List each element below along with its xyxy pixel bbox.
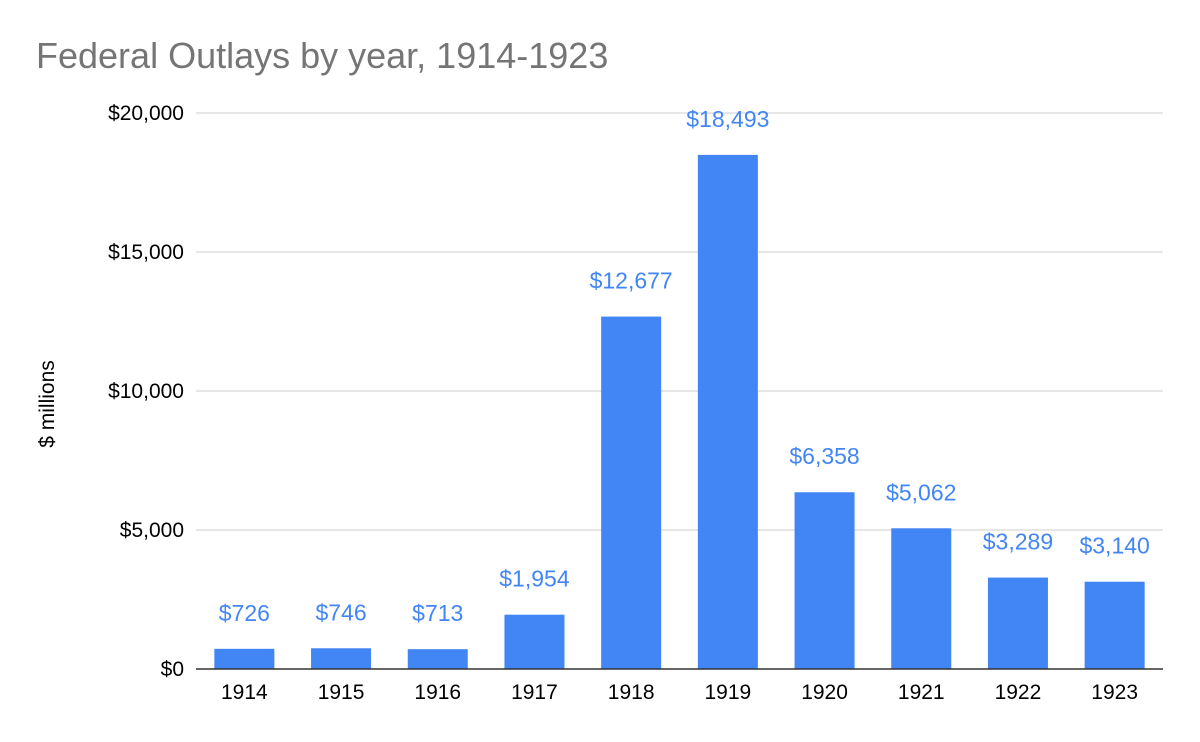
bar bbox=[601, 316, 662, 669]
y-axis-ticks: $0 $5,000 $10,000 $15,000 $20,000 bbox=[108, 102, 184, 681]
chart-title: Federal Outlays by year, 1914-1923 bbox=[36, 35, 608, 76]
y-tick-label: $20,000 bbox=[108, 102, 184, 125]
data-label: $713 bbox=[412, 600, 463, 626]
data-label: $3,289 bbox=[983, 529, 1053, 555]
y-tick-label: $10,000 bbox=[108, 380, 184, 403]
y-tick-label: $15,000 bbox=[108, 241, 184, 264]
x-tick-label: 1920 bbox=[801, 681, 848, 704]
bar bbox=[214, 648, 275, 669]
x-tick-label: 1921 bbox=[898, 681, 945, 704]
bar bbox=[697, 154, 758, 669]
bars bbox=[214, 154, 1145, 669]
y-axis-title: $ millions bbox=[36, 360, 59, 448]
data-label: $5,062 bbox=[886, 479, 956, 505]
bar bbox=[987, 577, 1048, 669]
bar bbox=[311, 648, 372, 669]
bar bbox=[504, 614, 565, 669]
x-tick-label: 1922 bbox=[995, 681, 1042, 704]
data-label: $6,358 bbox=[789, 443, 859, 469]
data-label: $12,677 bbox=[590, 268, 673, 294]
x-tick-label: 1916 bbox=[414, 681, 461, 704]
x-tick-label: 1919 bbox=[704, 681, 751, 704]
data-labels: $726 $746 $713 $1,954 $12,677 $18,493 $6,358 $5… bbox=[219, 106, 1150, 626]
x-axis-ticks: 1914 1915 1916 1917 1918 1919 1920 1921 1922 1923 bbox=[221, 681, 1138, 704]
bar bbox=[1084, 581, 1145, 669]
x-tick-label: 1915 bbox=[318, 681, 365, 704]
data-label: $726 bbox=[219, 600, 270, 626]
y-tick-label: $5,000 bbox=[120, 519, 184, 542]
bar bbox=[794, 492, 855, 669]
data-label: $1,954 bbox=[499, 566, 570, 592]
gridlines bbox=[196, 112, 1163, 531]
x-tick-label: 1918 bbox=[608, 681, 655, 704]
y-tick-label: $0 bbox=[161, 658, 184, 681]
data-label: $18,493 bbox=[686, 106, 769, 132]
x-tick-label: 1917 bbox=[511, 681, 558, 704]
data-label: $746 bbox=[315, 599, 366, 625]
bar bbox=[891, 528, 952, 669]
x-tick-label: 1914 bbox=[221, 681, 268, 704]
x-tick-label: 1923 bbox=[1091, 681, 1138, 704]
bar bbox=[407, 649, 468, 669]
data-label: $3,140 bbox=[1079, 533, 1149, 559]
